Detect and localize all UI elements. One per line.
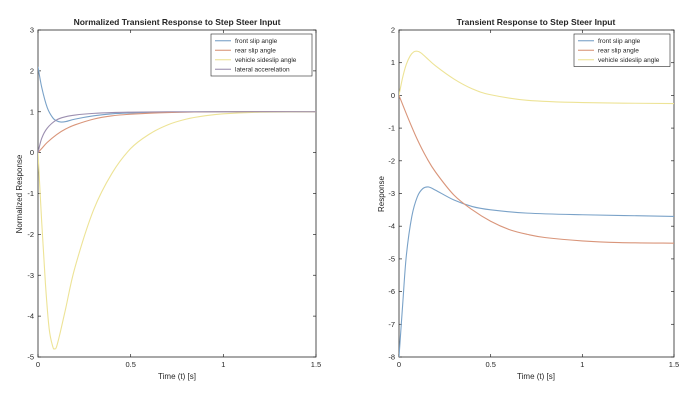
y-tick-label: 1: [30, 107, 34, 116]
chart-normalized-response: Normalized Transient Response to Step St…: [15, 17, 321, 381]
y-tick-label: -7: [388, 320, 395, 329]
x-tick-label: 0.5: [125, 360, 135, 369]
y-tick-label: -3: [27, 271, 34, 280]
y-tick-label: -4: [27, 312, 34, 321]
x-axis-label: Time (t) [s]: [517, 372, 555, 381]
plot-area: [37, 29, 317, 358]
y-tick-label: -6: [388, 287, 395, 296]
x-tick-label: 1.5: [669, 360, 679, 369]
y-tick-label: -1: [388, 124, 395, 133]
series-line-rear-slip-angle: [399, 95, 674, 244]
y-tick-label: 2: [30, 66, 34, 75]
y-tick-label: -3: [388, 189, 395, 198]
series-line-front-slip-angle: [399, 186, 674, 357]
series-line-vehicle-sideslip-angle: [399, 50, 674, 105]
y-tick-label: -5: [27, 353, 34, 362]
x-tick-label: 0: [36, 360, 40, 369]
series-line-vehicle-sideslip-angle: [38, 111, 316, 350]
chart-raw-response: Transient Response to Step Steer Input T…: [377, 17, 679, 381]
y-axis-label: Response: [377, 175, 386, 212]
x-tick-label: 1: [580, 360, 584, 369]
y-tick-label: -4: [388, 222, 395, 231]
y-axis-label: Normalized Response: [15, 154, 24, 233]
legend-label: front slip angle: [235, 38, 278, 45]
y-tick-label: -5: [388, 254, 395, 263]
legend-label: vehicle sideslip angle: [235, 57, 297, 64]
y-tick-label: 3: [30, 26, 34, 35]
y-tick-label: 2: [391, 26, 395, 35]
x-tick-label: 1: [221, 360, 225, 369]
y-tick-label: 1: [391, 58, 395, 67]
legend-label: rear slip angle: [598, 47, 639, 54]
x-tick-label: 0: [397, 360, 401, 369]
y-tick-label: -2: [388, 156, 395, 165]
y-tick-label: -1: [27, 189, 34, 198]
x-tick-label: 1.5: [311, 360, 321, 369]
x-tick-label: 0.5: [485, 360, 495, 369]
y-tick-label: -8: [388, 353, 395, 362]
series-line-lateral-accerelation: [38, 111, 316, 153]
chart-title: Transient Response to Step Steer Input: [457, 17, 616, 27]
legend-label: rear slip angle: [235, 47, 276, 54]
plot-area: [398, 29, 675, 358]
y-tick-label: 0: [391, 91, 395, 100]
x-axis-label: Time (t) [s]: [158, 372, 196, 381]
chart-title: Normalized Transient Response to Step St…: [74, 17, 281, 27]
legend-label: lateral accerelation: [235, 66, 290, 73]
y-tick-label: 0: [30, 148, 34, 157]
legend-label: vehicle sideslip angle: [598, 57, 660, 64]
y-tick-label: -2: [27, 230, 34, 239]
legend-label: front slip angle: [598, 38, 641, 45]
